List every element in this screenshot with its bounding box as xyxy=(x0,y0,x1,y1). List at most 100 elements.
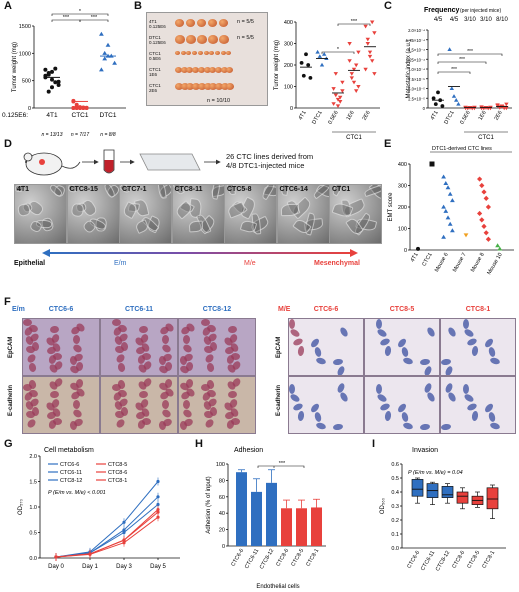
e-x-label: Mouse 8 xyxy=(470,252,486,273)
f-row-label: E-cadherin xyxy=(8,384,14,416)
g-title: Cell metabolism xyxy=(44,447,94,454)
c-y-tick-label: 2.0×10⁻⁴ xyxy=(408,28,425,33)
panel-g-chart: Cell metabolism 0.0 0.5 1.0 1.5 2.0 OD₅₇₀ Day 0… xyxy=(18,447,180,570)
b-point xyxy=(351,80,357,85)
a-n-label: n = 13/13 xyxy=(42,132,63,138)
panel-b-label: B xyxy=(134,0,142,12)
stained-cell xyxy=(376,392,388,404)
b-point xyxy=(356,85,361,89)
a-point xyxy=(71,106,76,110)
c-point xyxy=(440,104,445,108)
c-point xyxy=(431,96,436,101)
e-legend: DTC1-derived CTC lines xyxy=(432,146,492,152)
b-point xyxy=(363,24,368,29)
ihc-image xyxy=(178,318,256,376)
tumor-specimen xyxy=(214,51,220,56)
ihc-image xyxy=(364,318,440,376)
stained-cell xyxy=(52,352,63,361)
i-box xyxy=(411,479,424,497)
c-y-tick-label: 1.75×10⁻⁴ xyxy=(406,38,425,43)
a-point xyxy=(99,31,104,36)
h-y-tick-label: 80 xyxy=(219,478,225,484)
tumor-specimen xyxy=(209,83,218,90)
axis-em: E/m xyxy=(114,260,127,267)
panel-e-chart: DTC1-derived CTC lines 0 100 200 300 400 EMT s… xyxy=(388,146,514,276)
tumor-specimen xyxy=(186,51,192,56)
i-y-label: OD₅₆₀ xyxy=(380,497,386,514)
tumor-specimen xyxy=(220,67,228,73)
c-sig-bracket xyxy=(437,53,503,56)
phase-contrast-label: 4T1 xyxy=(17,186,30,193)
tumor-specimen xyxy=(219,19,228,27)
a-point xyxy=(43,73,48,78)
g-y-label: OD₅₇₀ xyxy=(18,499,24,515)
f-col-title: CTC6-6 xyxy=(48,306,74,313)
e-point xyxy=(445,185,451,190)
g-y-tick-label: 0.5 xyxy=(29,531,37,537)
stained-cell xyxy=(160,343,173,354)
f-row-label: EpCAM xyxy=(276,336,282,358)
tumor-specimen xyxy=(175,51,180,56)
stained-cell xyxy=(332,358,344,366)
phase-contrast-label: CTC8-11 xyxy=(174,186,203,193)
ihc-image xyxy=(288,318,364,376)
stained-cell xyxy=(376,327,388,339)
stained-cell xyxy=(114,417,127,430)
i-pval: P (E/m vs. M/e) = 0.04 xyxy=(408,470,463,476)
tumor-specimen xyxy=(197,35,207,44)
b-point xyxy=(347,59,352,63)
tumor-n-3: n = 10/10 xyxy=(207,98,231,104)
h-bar xyxy=(251,491,262,546)
c-point xyxy=(451,94,457,98)
e-point xyxy=(485,236,491,242)
b-x-label: 1E6 xyxy=(346,110,356,121)
e-point xyxy=(450,228,455,233)
ihc-image xyxy=(440,318,516,376)
stained-cell xyxy=(138,390,149,399)
e-x-label: Mouse 10 xyxy=(486,252,503,276)
b-point xyxy=(338,95,343,100)
stained-cell xyxy=(23,319,32,326)
i-box xyxy=(441,486,454,498)
a-point xyxy=(99,67,104,72)
tumor-specimen xyxy=(214,83,223,90)
stained-cell xyxy=(72,399,81,410)
panel-f-label: F xyxy=(4,296,11,308)
stained-cell xyxy=(71,408,84,419)
a-point xyxy=(56,79,61,84)
b-point xyxy=(319,62,325,67)
b-point xyxy=(299,60,304,65)
b-point xyxy=(331,102,336,106)
b-point xyxy=(354,63,359,68)
b-sig: *** xyxy=(351,19,358,25)
ihc-image xyxy=(100,376,178,434)
b-point xyxy=(370,20,375,25)
h-x-label: CTC8-5 xyxy=(290,548,305,568)
stained-cell xyxy=(489,356,501,366)
tumor-specimen xyxy=(197,19,206,27)
e-point xyxy=(481,223,487,229)
tumor-specimen xyxy=(209,51,215,56)
stained-cell xyxy=(384,345,392,357)
stained-cell xyxy=(112,384,121,391)
tumor-specimen xyxy=(226,83,235,90)
c-x-label: 4T1 xyxy=(430,110,440,121)
h-x-label: CTC8-1 xyxy=(305,548,320,568)
i-y-tick-label: 0.0 xyxy=(391,546,399,552)
b-point xyxy=(367,54,373,59)
tumor-specimen xyxy=(220,51,226,56)
g-y-tick-label: 2.0 xyxy=(29,454,37,460)
tumor-specimen xyxy=(175,19,184,27)
a-y-tick-label: 1000 xyxy=(19,51,31,57)
b-point xyxy=(333,93,338,98)
stained-cell xyxy=(75,378,84,389)
e-y-label: EMT score xyxy=(388,192,394,222)
f-right-grid: CTC6-6 CTC8-5 CTC8-1 EpCAM E-cadherin xyxy=(276,306,516,434)
a-point xyxy=(105,42,111,47)
c-freq: 4/5 xyxy=(434,17,443,23)
stained-cell xyxy=(164,361,173,372)
e-y-tick-label: 100 xyxy=(398,227,407,233)
stained-cell xyxy=(181,408,194,419)
h-y-label: Adhesion (% of input) xyxy=(206,476,212,533)
stained-cell xyxy=(400,346,410,358)
